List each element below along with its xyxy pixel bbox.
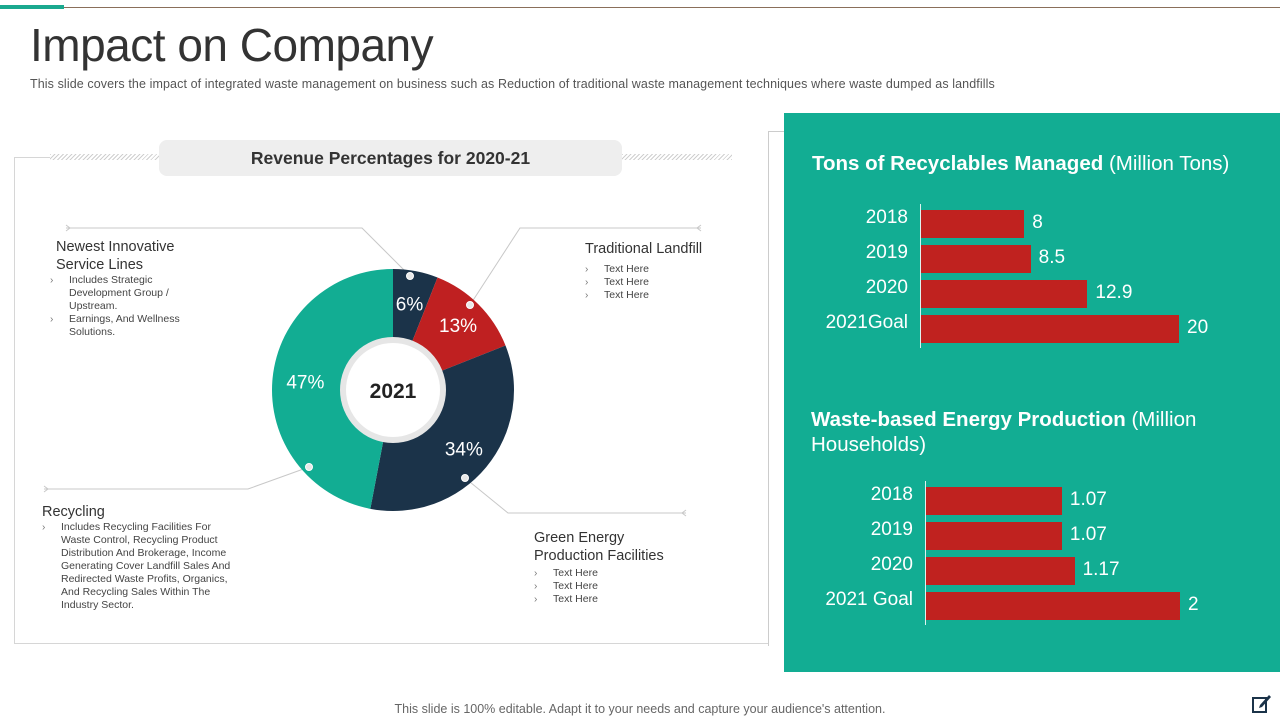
donut-slice <box>370 345 514 511</box>
recyclables-heading: Tons of Recyclables Managed (Million Ton… <box>812 151 1262 176</box>
page-title: Impact on Company <box>30 19 434 71</box>
callout-recycling-title: Recycling <box>42 504 105 520</box>
bullet-item: Includes Strategic Development Group / U… <box>50 274 195 313</box>
bar <box>926 487 1062 515</box>
top-accent-bar <box>0 5 64 9</box>
donut-slice <box>272 269 393 509</box>
bar-value-label: 1.07 <box>1069 524 1107 545</box>
donut-slices <box>272 269 514 511</box>
bar <box>921 280 1088 308</box>
bar-category-label: 2018 <box>865 207 908 228</box>
energy-heading: Waste-based Energy Production (Million H… <box>811 407 1251 457</box>
left-panel-top-line <box>14 157 50 158</box>
connector-recycling <box>44 466 310 490</box>
page-subtitle: This slide covers the impact of integrat… <box>30 77 995 91</box>
footer-note: This slide is 100% editable. Adapt it to… <box>394 702 886 716</box>
donut-slice-label: 34% <box>445 440 483 461</box>
edit-icon[interactable] <box>1252 692 1272 714</box>
connector-arrow-green <box>681 509 687 517</box>
marker-recycling <box>305 463 313 471</box>
connector-arrow-innovative <box>65 224 71 232</box>
bar <box>921 315 1179 343</box>
bar-value-label: 2 <box>1188 594 1199 615</box>
callout-innovative-bullets: Includes Strategic Development Group / U… <box>50 274 195 339</box>
bullet-item: Text Here <box>534 580 654 593</box>
marker-landfill <box>466 301 474 309</box>
title-hatch-left <box>50 154 159 160</box>
callout-innovative-title: Newest Innovative Service Lines <box>56 239 175 273</box>
donut-slice <box>409 277 506 374</box>
bar <box>921 245 1031 273</box>
callout-landfill-bullets: Text Here Text Here Text Here <box>585 263 705 302</box>
recyclables-heading-units: (Million Tons) <box>1103 152 1230 175</box>
marker-green-energy <box>461 474 469 482</box>
bar-category-label: 2020 <box>865 277 908 298</box>
chart-title: Revenue Percentages for 2020-21 <box>159 140 622 176</box>
donut-labels: 6% 13% 34% 47% <box>286 295 483 461</box>
callout-green-energy-title: Green Energy Production Facilities <box>534 530 664 564</box>
callout-recycling-bullets: Includes Recycling Facilities For Waste … <box>42 521 238 612</box>
bar-value-label: 20 <box>1187 317 1209 338</box>
bullet-item: Text Here <box>585 276 705 289</box>
donut-slice-label: 6% <box>396 295 424 316</box>
bar-category-label: 2019 <box>865 242 908 263</box>
right-panel-divider <box>768 131 769 646</box>
bullet-item: Text Here <box>534 593 654 606</box>
bar-axis <box>925 481 926 625</box>
connector-landfill <box>469 227 701 306</box>
donut-slice <box>393 269 438 348</box>
bar-axis <box>920 204 921 348</box>
recyclables-heading-bold: Tons of Recyclables Managed <box>812 152 1104 175</box>
energy-heading-units: (Million Households) <box>811 408 1197 456</box>
marker-innovative <box>406 272 414 280</box>
bullet-item: Earnings, And Wellness Solutions. <box>50 313 195 339</box>
bar-value-label: 1.17 <box>1082 559 1120 580</box>
donut-center-label: 2021 <box>370 380 417 403</box>
connector-innovative <box>66 227 411 277</box>
bar-category-label: 2018 <box>870 484 913 505</box>
bar-value-label: 8 <box>1032 212 1043 233</box>
title-hatch-right <box>622 154 732 160</box>
bullet-item: Includes Recycling Facilities For Waste … <box>42 521 238 612</box>
connector-arrow-recycling <box>43 485 49 493</box>
bar-value-label: 12.9 <box>1095 282 1133 303</box>
bar <box>926 557 1075 585</box>
donut-slice-label: 47% <box>286 373 324 394</box>
right-panel-connector <box>768 131 784 132</box>
bullet-item: Text Here <box>585 289 705 302</box>
bar <box>921 210 1025 238</box>
bar-category-label: 2019 <box>870 519 913 540</box>
bullet-item: Text Here <box>585 263 705 276</box>
bar-category-label: 2021 Goal <box>825 589 913 610</box>
connector-arrow-landfill <box>696 224 702 232</box>
connector-green-energy <box>464 477 686 514</box>
bar <box>926 592 1180 620</box>
callout-landfill-title: Traditional Landfill <box>585 241 703 257</box>
bar <box>926 522 1062 550</box>
connector-lines <box>43 224 702 517</box>
top-rule <box>0 7 1280 8</box>
callout-green-energy-bullets: Text Here Text Here Text Here <box>534 567 654 606</box>
donut-slice-label: 13% <box>439 316 477 337</box>
bullet-item: Text Here <box>534 567 654 580</box>
energy-heading-bold: Waste-based Energy Production <box>811 408 1126 431</box>
bar-category-label: 2020 <box>870 554 913 575</box>
donut-center-hole <box>346 343 440 437</box>
bar-value-label: 1.07 <box>1069 489 1107 510</box>
bar-value-label: 8.5 <box>1038 247 1066 268</box>
bar-category-label: 2021Goal <box>825 312 908 333</box>
